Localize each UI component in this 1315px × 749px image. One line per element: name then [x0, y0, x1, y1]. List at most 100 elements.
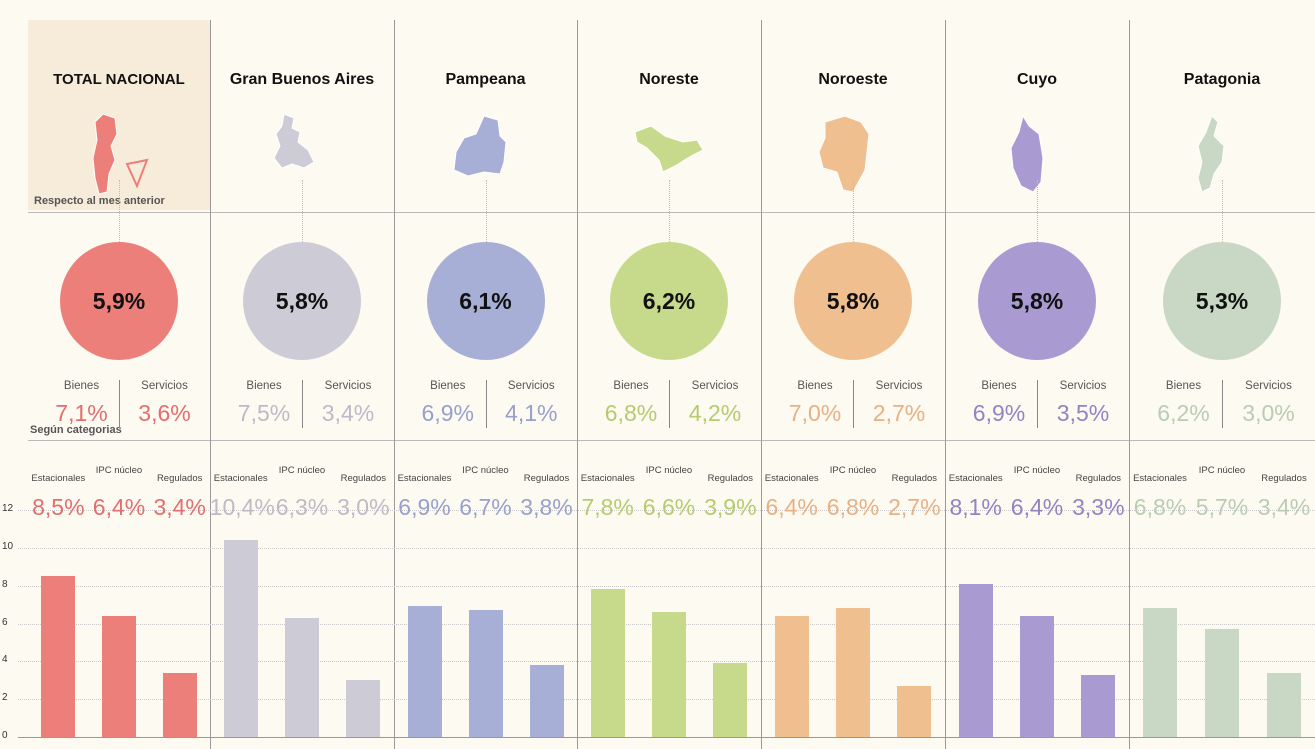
total-circle: 5,8%: [794, 242, 912, 360]
separator: [669, 380, 670, 428]
y-tick-label: 8: [2, 578, 8, 590]
category-value: 7,8%: [581, 494, 634, 520]
grid-line: [18, 547, 1315, 549]
total-circle: 6,2%: [610, 242, 728, 360]
category-label: Regulados: [340, 473, 387, 484]
category-label: IPC núcleo: [1198, 465, 1246, 476]
bienes-label: Bienes: [246, 380, 282, 392]
category-label: Estacionales: [397, 473, 452, 484]
column-divider: [577, 20, 578, 749]
bienes-value: 7,5%: [237, 400, 291, 426]
bar: [590, 589, 625, 737]
bienes-label: Bienes: [430, 380, 466, 392]
bar: [1081, 674, 1116, 737]
bar: [407, 606, 442, 737]
total-value: 5,3%: [1195, 287, 1249, 314]
category-value: 6,6%: [642, 494, 696, 520]
region-column: Gran Buenos Aires 5,8% Bienes Servicios 7,5%…: [210, 20, 394, 749]
region-name: Pampeana: [445, 71, 526, 88]
bienes-value: 6,9%: [972, 400, 1026, 426]
bienes-value: 6,2%: [1157, 400, 1210, 426]
region-name: Noreste: [639, 71, 699, 88]
total-circle: 5,8%: [243, 242, 361, 360]
bar: [1020, 615, 1054, 737]
region-name: Gran Buenos Aires: [229, 71, 375, 88]
region-column: Noreste 6,2% Bienes Servicios 6,8% 4,2% Estaci…: [577, 20, 761, 749]
bar: [468, 610, 503, 737]
grid-line: [18, 510, 1315, 511]
region-column: Noroeste 5,8% Bienes Servicios 7,0% 2,7% Estac…: [761, 20, 945, 749]
total-circle: 5,3%: [1163, 242, 1281, 360]
y-tick-label: 6: [2, 616, 8, 628]
separator: [1037, 380, 1038, 428]
bar: [223, 540, 258, 737]
total-value: 5,8%: [275, 287, 329, 314]
connector-line: [669, 180, 670, 242]
goods-services-block: Bienes Servicios 6,2% 3,0%: [1129, 380, 1315, 432]
column-divider: [945, 20, 946, 749]
servicios-label: Servicios: [141, 380, 188, 392]
category-label: Estacionales: [31, 473, 86, 484]
category-value: 6,3%: [275, 494, 329, 520]
servicios-value: 3,4%: [321, 400, 375, 426]
grid-line: [18, 585, 1315, 587]
bienes-value: 7,1%: [55, 400, 108, 426]
category-value: 3,9%: [704, 494, 757, 520]
servicios-label: Servicios: [507, 380, 555, 392]
category-label: Regulados: [523, 473, 570, 484]
category-label: Estacionales: [1133, 473, 1187, 484]
region-map-icon: [1197, 115, 1225, 193]
bar: [41, 576, 76, 737]
servicios-label: Servicios: [1245, 380, 1292, 392]
goods-services-block: Bienes Servicios 6,9% 4,1%: [394, 380, 577, 432]
bar: [774, 615, 809, 737]
separator: [853, 380, 854, 428]
category-label: IPC núcleo: [829, 465, 877, 476]
horizontal-rule: [28, 440, 1315, 441]
connector-line: [302, 180, 303, 242]
category-label: IPC núcleo: [278, 465, 326, 476]
category-value: 2,7%: [888, 494, 941, 520]
total-value: 6,1%: [459, 287, 512, 314]
category-label: Estacionales: [213, 473, 268, 484]
category-label: Regulados: [891, 473, 938, 484]
y-tick-label: 2: [2, 692, 8, 704]
bar: [958, 583, 993, 737]
bienes-value: 6,8%: [604, 400, 658, 426]
region-name: Patagonia: [1183, 71, 1261, 88]
bar: [897, 685, 932, 737]
category-label: IPC núcleo: [1013, 465, 1061, 476]
servicios-label: Servicios: [691, 380, 739, 392]
servicios-value: 3,0%: [1242, 400, 1295, 426]
category-value: 3,0%: [337, 494, 390, 520]
category-value: 8,1%: [949, 494, 1002, 520]
category-value: 3,4%: [153, 494, 206, 520]
categories-block: Estacionales 6,9% IPC núcleo 6,7% Regulados 3…: [394, 465, 577, 525]
column-divider: [394, 20, 395, 749]
servicios-label: Servicios: [1059, 380, 1107, 392]
goods-services-block: Bienes Servicios 7,1% 3,6%: [28, 380, 210, 432]
y-tick-label: 0: [2, 730, 8, 741]
region-column: Cuyo 5,8% Bienes Servicios 6,9% 3,5% Estaciona…: [945, 20, 1129, 749]
bar: [162, 672, 197, 737]
bar: [285, 617, 319, 737]
bar: [1267, 672, 1301, 737]
bar: [713, 663, 748, 737]
bar: [529, 665, 564, 737]
goods-services-block: Bienes Servicios 6,9% 3,5%: [945, 380, 1129, 432]
region-map-icon: [634, 125, 704, 173]
category-label: Regulados: [707, 473, 754, 484]
servicios-value: 4,2%: [688, 400, 742, 426]
horizontal-rule: [28, 212, 1315, 213]
bar: [652, 612, 686, 737]
region-column: TOTAL NACIONAL 5,9% Bienes Servicios 7,1% 3,6…: [28, 20, 210, 749]
connector-line: [1037, 180, 1038, 242]
category-label: IPC núcleo: [462, 465, 509, 476]
bienes-value: 7,0%: [788, 400, 842, 426]
y-tick-label: 12: [2, 503, 14, 514]
separator: [302, 380, 303, 428]
category-label: Regulados: [1261, 473, 1307, 484]
category-value: 6,4%: [92, 494, 146, 520]
total-column-highlight: [28, 20, 210, 210]
